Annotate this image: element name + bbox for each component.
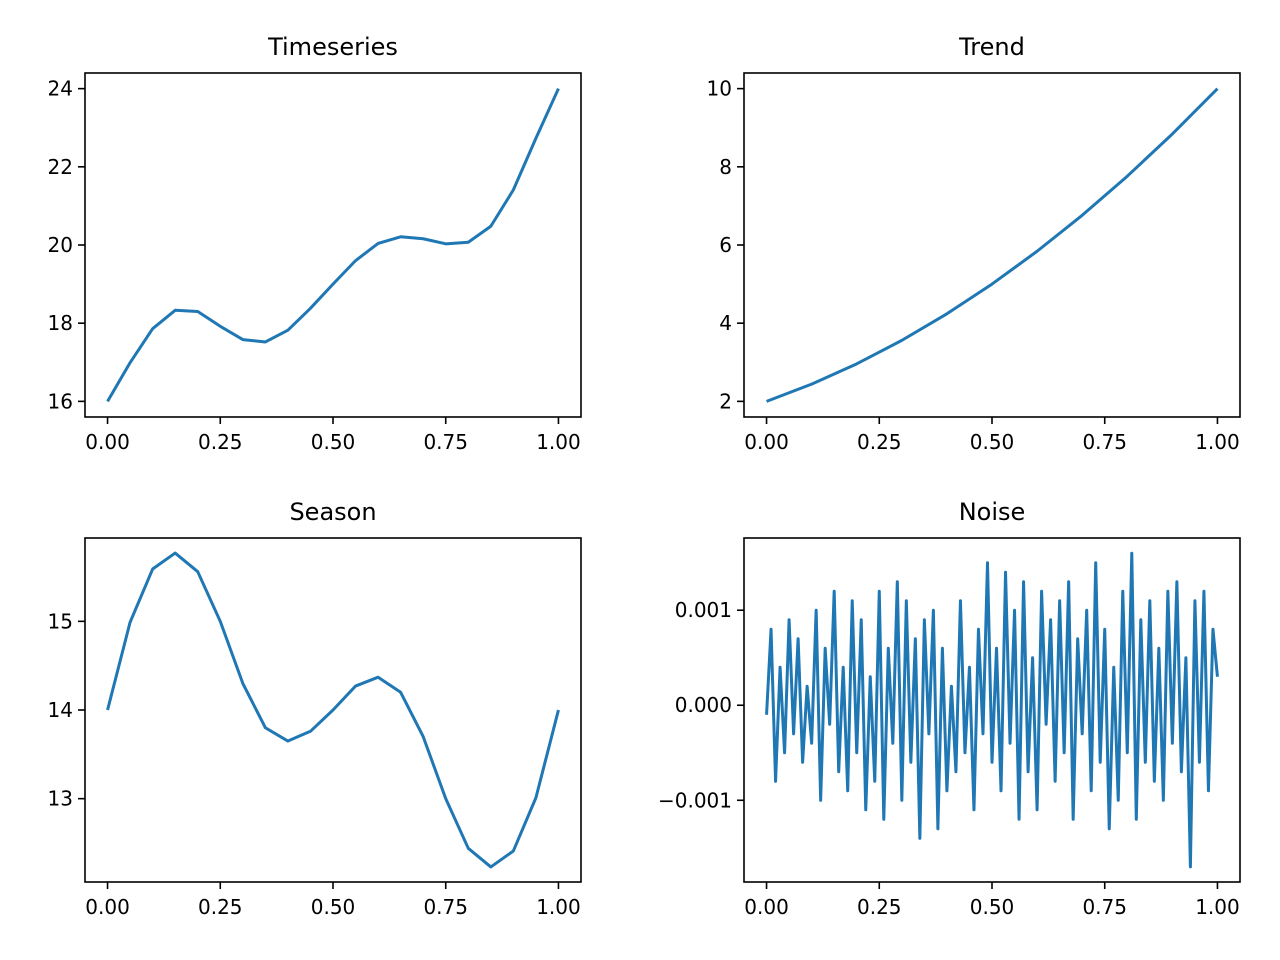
y-tick-label-season-1: 14 [48,698,73,722]
x-tick-label-noise-0: 0.00 [744,895,789,919]
y-tick-label-timeseries-4: 24 [48,77,73,101]
x-tick-label-timeseries-0: 0.00 [85,430,130,454]
y-tick-label-noise-1: 0.000 [675,693,732,717]
plot-area-timeseries [106,88,560,403]
axes-frame-timeseries [84,72,582,418]
y-tick-label-timeseries-2: 20 [48,233,73,257]
x-tick-label-timeseries-2: 0.50 [311,430,356,454]
subplot-title-timeseries: Timeseries [267,33,398,61]
y-tick-label-trend-2: 6 [719,233,732,257]
x-tick-label-timeseries-4: 1.00 [536,430,581,454]
y-tick-label-season-2: 15 [48,609,73,633]
x-tick-label-season-4: 1.00 [536,895,581,919]
series-line-timeseries-0 [106,88,560,403]
y-tick-label-trend-0: 2 [719,389,732,413]
series-line-season-0 [106,551,560,869]
x-tick-label-season-1: 0.25 [198,895,243,919]
x-tick-label-trend-1: 0.25 [857,430,902,454]
axes-frame-noise [743,537,1241,883]
plot-area-trend [766,87,1219,403]
x-tick-label-noise-4: 1.00 [1195,895,1240,919]
x-tick-label-noise-2: 0.50 [970,895,1015,919]
x-tick-label-trend-2: 0.50 [970,430,1015,454]
subplot-trend: Trend 0.00 0.25 0.50 0.75 1.00 2 4 6 8 10 [707,33,1241,454]
subplot-title-noise: Noise [959,498,1026,526]
x-tick-label-noise-3: 0.75 [1082,895,1127,919]
axes-frame-trend [743,72,1241,418]
x-tick-label-timeseries-1: 0.25 [198,430,243,454]
y-tick-label-timeseries-0: 16 [48,389,73,413]
subplot-season: Season 0.00 0.25 0.50 0.75 1.00 13 14 15 [48,498,582,919]
y-tick-label-timeseries-1: 18 [48,311,73,335]
x-tick-label-trend-4: 1.00 [1195,430,1240,454]
y-tick-label-season-0: 13 [48,787,73,811]
y-tick-label-noise-0: −0.001 [658,788,732,812]
y-tick-label-noise-2: 0.001 [675,598,732,622]
x-tick-label-season-0: 0.00 [85,895,130,919]
axes-frame-season [84,537,582,883]
x-tick-label-season-3: 0.75 [423,895,468,919]
x-tick-label-season-2: 0.50 [311,895,356,919]
y-tick-label-trend-1: 4 [719,311,732,335]
subplot-title-trend: Trend [958,33,1025,61]
series-line-trend-0 [766,87,1219,403]
plot-area-season [106,551,560,869]
x-tick-label-noise-1: 0.25 [857,895,902,919]
y-tick-label-trend-3: 8 [719,155,732,179]
x-tick-label-trend-3: 0.75 [1082,430,1127,454]
subplot-noise: Noise 0.00 0.25 0.50 0.75 1.00 −0.001 0.000 0.0… [658,498,1241,919]
y-tick-label-timeseries-3: 22 [48,155,73,179]
subplot-timeseries: Timeseries 0.00 0.25 0.50 0.75 1.00 16 18 20 22 2… [48,33,582,454]
x-tick-label-trend-0: 0.00 [744,430,789,454]
subplot-title-season: Season [289,498,376,526]
series-line-noise-0 [765,551,1219,869]
plot-area-noise [765,551,1219,869]
y-tick-label-trend-4: 10 [707,77,732,101]
x-tick-label-timeseries-3: 0.75 [423,430,468,454]
